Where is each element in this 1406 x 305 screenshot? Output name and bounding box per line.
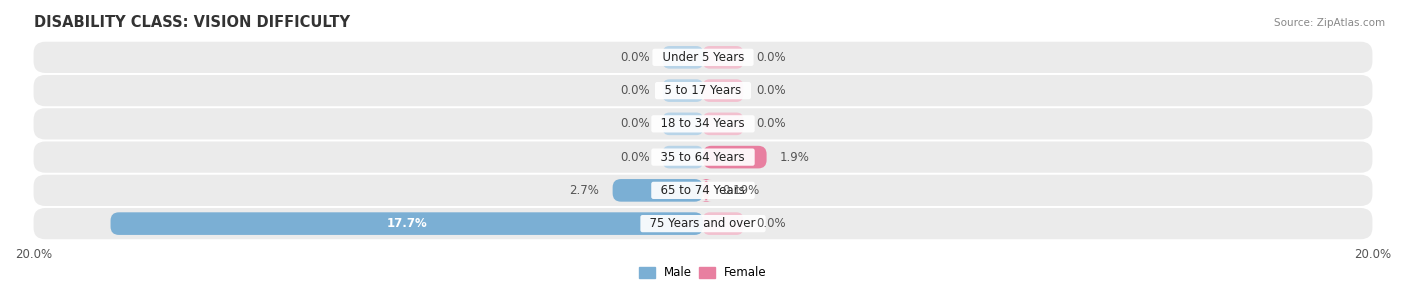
FancyBboxPatch shape [703,79,744,102]
Text: 35 to 64 Years: 35 to 64 Years [654,151,752,163]
Text: Source: ZipAtlas.com: Source: ZipAtlas.com [1274,18,1385,28]
Text: 0.0%: 0.0% [620,51,650,64]
Text: 5 to 17 Years: 5 to 17 Years [657,84,749,97]
FancyBboxPatch shape [613,179,703,202]
Text: Under 5 Years: Under 5 Years [655,51,751,64]
FancyBboxPatch shape [34,108,1372,139]
Legend: Male, Female: Male, Female [634,262,772,284]
FancyBboxPatch shape [703,212,744,235]
Text: 75 Years and over: 75 Years and over [643,217,763,230]
FancyBboxPatch shape [34,175,1372,206]
FancyBboxPatch shape [703,46,744,69]
FancyBboxPatch shape [703,146,766,168]
Text: 0.0%: 0.0% [756,84,786,97]
Text: 0.19%: 0.19% [723,184,761,197]
FancyBboxPatch shape [702,179,711,202]
Text: 18 to 34 Years: 18 to 34 Years [654,117,752,130]
Text: 17.7%: 17.7% [387,217,427,230]
Text: 0.0%: 0.0% [756,217,786,230]
Text: 65 to 74 Years: 65 to 74 Years [654,184,752,197]
FancyBboxPatch shape [34,42,1372,73]
Text: 1.9%: 1.9% [780,151,810,163]
Text: DISABILITY CLASS: VISION DIFFICULTY: DISABILITY CLASS: VISION DIFFICULTY [34,15,350,30]
FancyBboxPatch shape [34,142,1372,173]
FancyBboxPatch shape [662,46,703,69]
Text: 0.0%: 0.0% [620,84,650,97]
Text: 2.7%: 2.7% [569,184,599,197]
Text: 0.0%: 0.0% [620,117,650,130]
FancyBboxPatch shape [34,75,1372,106]
FancyBboxPatch shape [703,113,744,135]
FancyBboxPatch shape [662,146,703,168]
FancyBboxPatch shape [662,79,703,102]
Text: 0.0%: 0.0% [620,151,650,163]
FancyBboxPatch shape [111,212,703,235]
FancyBboxPatch shape [662,113,703,135]
Text: 0.0%: 0.0% [756,117,786,130]
Text: 0.0%: 0.0% [756,51,786,64]
FancyBboxPatch shape [34,208,1372,239]
